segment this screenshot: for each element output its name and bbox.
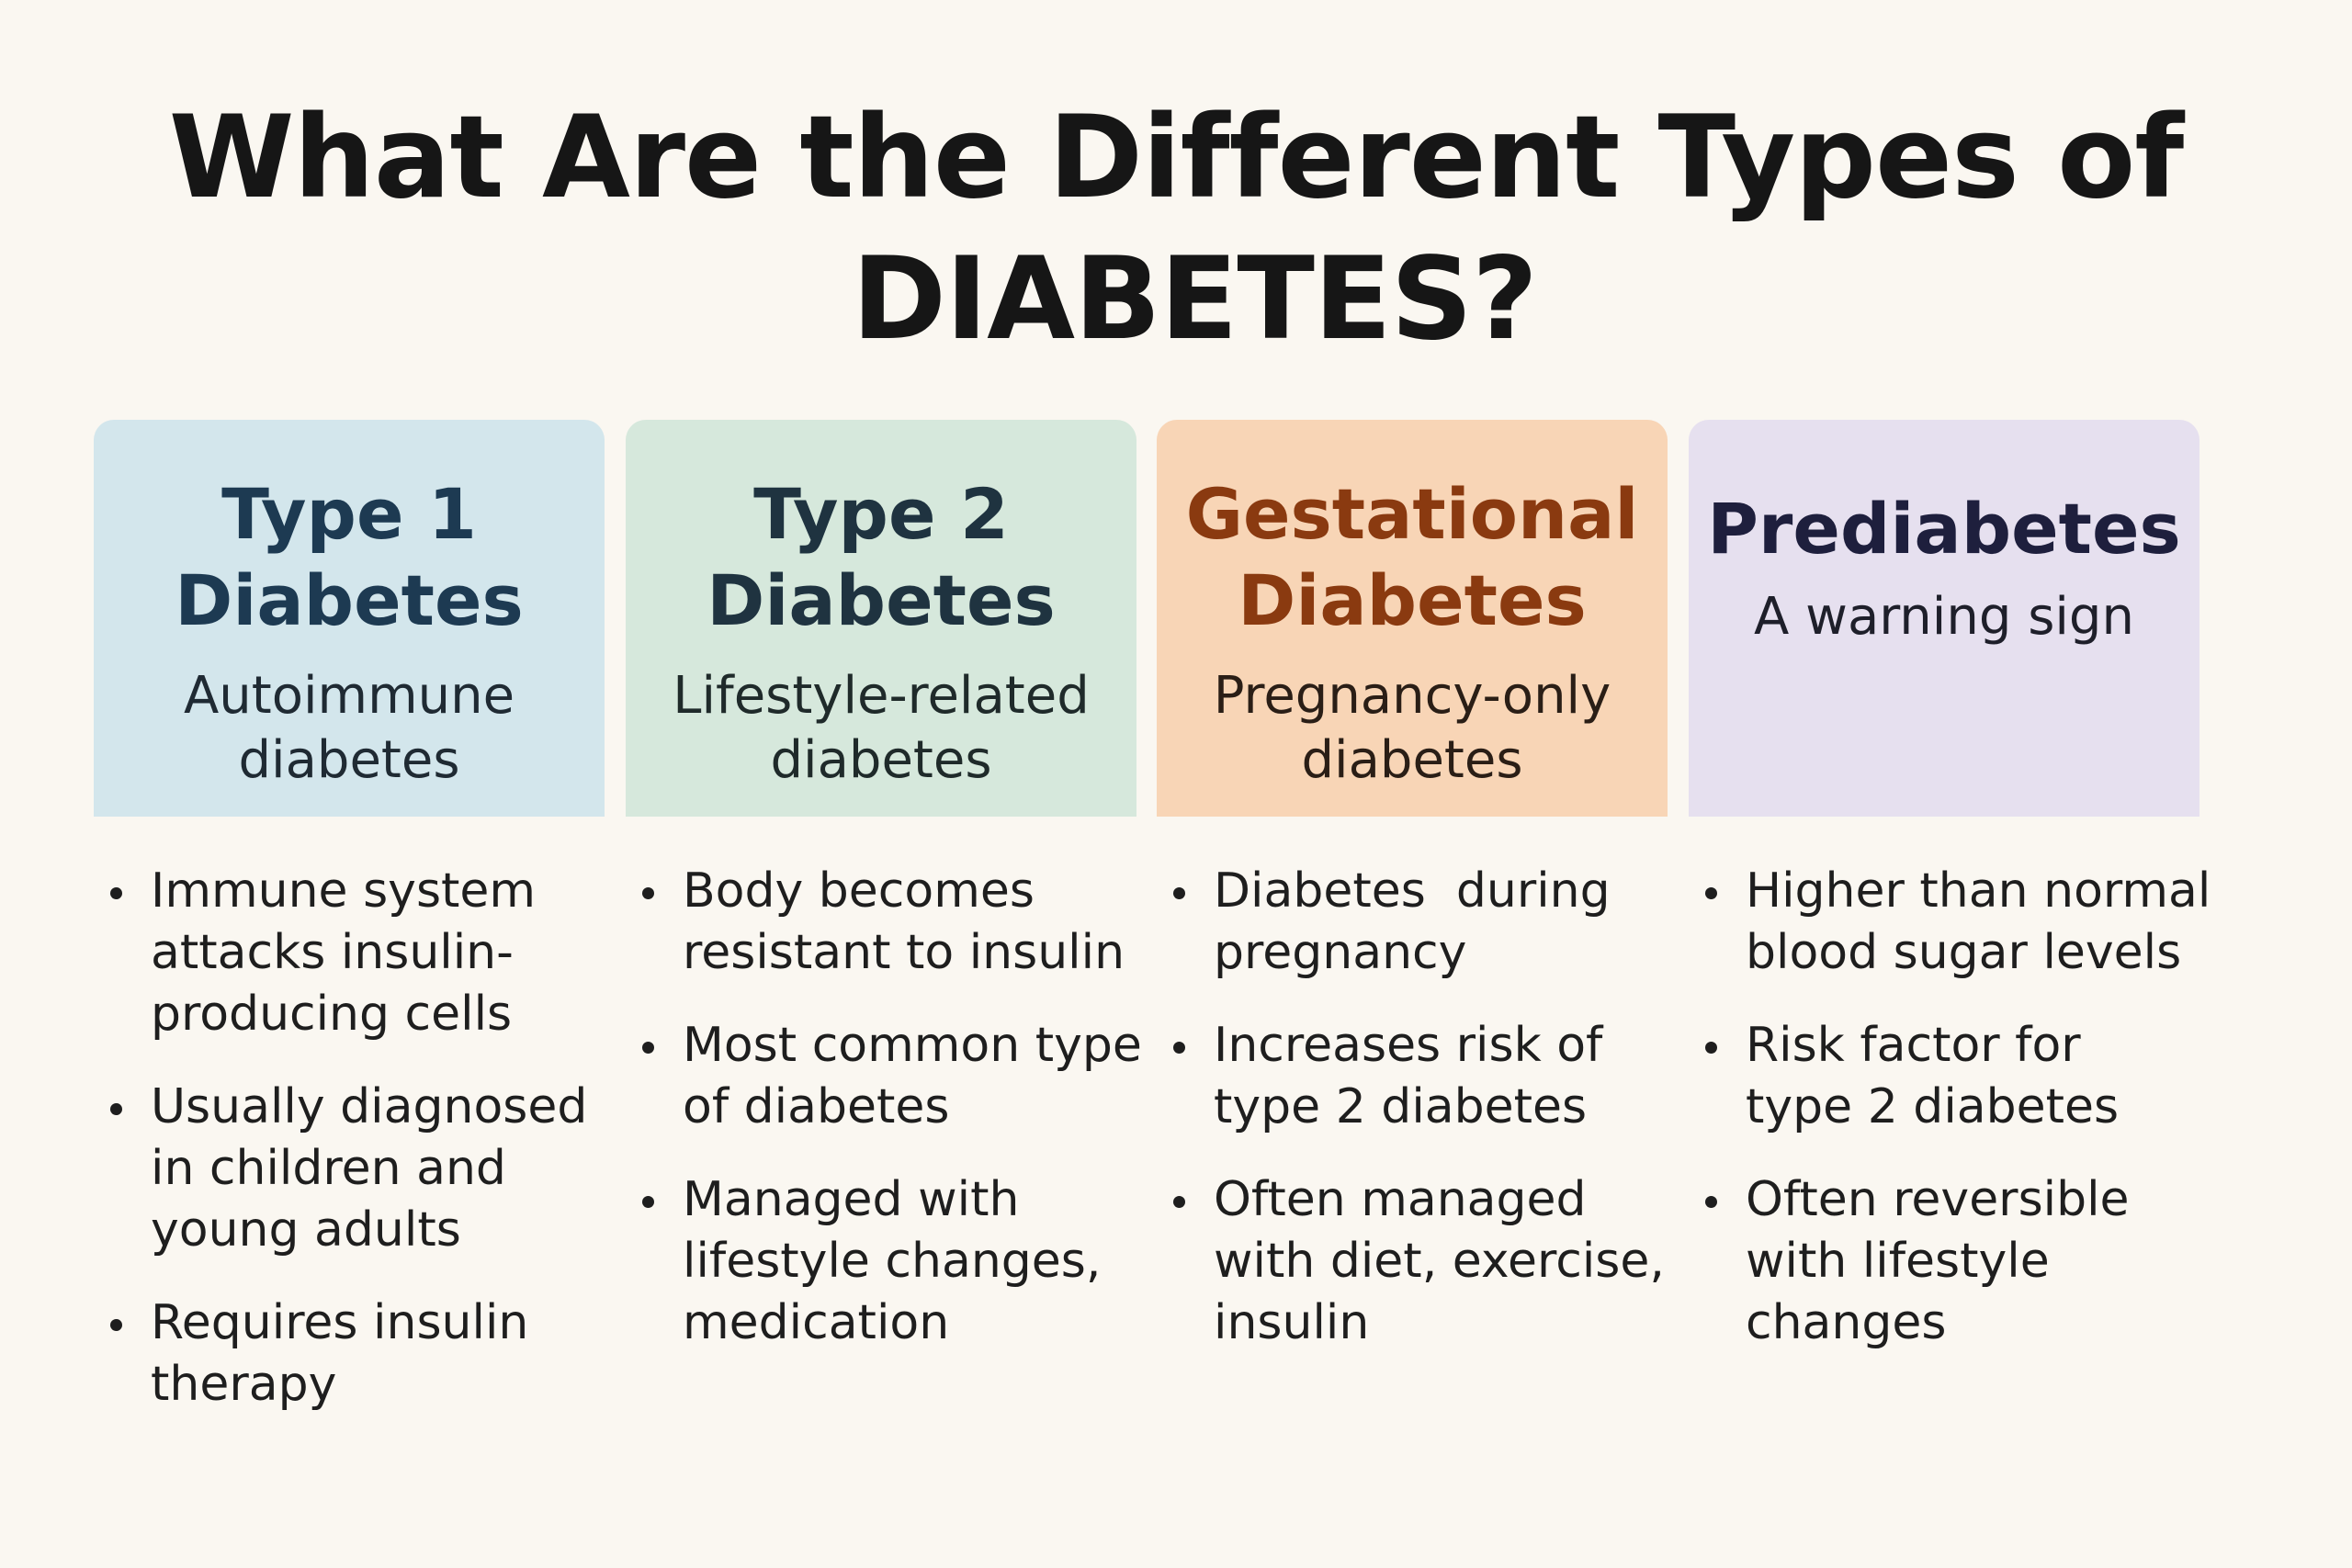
card-subtitle: A warning sign xyxy=(1689,585,2199,649)
bullet-text: medication xyxy=(683,1295,950,1350)
bullet-text: type 2 diabetes xyxy=(1746,1079,2120,1134)
card-subtitle: Autoimmune diabetes xyxy=(94,664,605,793)
bullet-text: in children and xyxy=(151,1141,506,1196)
bullet-dot-icon xyxy=(642,887,654,899)
bullet-item: Risk factor for type 2 diabetes xyxy=(1689,1015,2199,1138)
bullet-dot-icon xyxy=(642,1196,654,1208)
page-title-line-2: DIABETES? xyxy=(852,233,1538,366)
bullet-item: Often reversible with lifestyle changes xyxy=(1689,1169,2199,1354)
card-title-line: Prediabetes xyxy=(1707,488,2181,570)
bullet-list: Diabetes during pregnancy Increases risk… xyxy=(1157,861,1668,1354)
card-title: Type 1 Diabetes xyxy=(94,420,605,644)
card-prediabetes-header: Prediabetes A warning sign xyxy=(1689,420,2199,817)
bullet-text: producing cells xyxy=(151,987,513,1042)
card-subtitle-line: diabetes xyxy=(1301,730,1523,790)
bullet-text: attacks insulin- xyxy=(151,925,514,980)
bullet-item: Immune system attacks insulin- producing… xyxy=(94,861,605,1045)
bullet-item: Usually diagnosed in children and young … xyxy=(94,1077,605,1261)
bullet-text: Requires insulin xyxy=(151,1295,529,1350)
card-subtitle-line: Lifestyle-related xyxy=(673,666,1090,726)
bullet-dot-icon xyxy=(1705,1196,1717,1208)
bullet-dot-icon xyxy=(110,1103,122,1115)
bullet-text: Higher than normal xyxy=(1746,863,2211,919)
bullet-dot-icon xyxy=(1705,887,1717,899)
column-gestational: Gestational Diabetes Pregnancy-only diab… xyxy=(1157,420,1668,1385)
bullet-text: blood sugar levels xyxy=(1746,925,2182,980)
column-prediabetes: Prediabetes A warning sign Higher than n… xyxy=(1689,420,2211,1385)
page-title-line-1: What Are the Different Types of xyxy=(168,92,2184,224)
bullet-dot-icon xyxy=(110,1319,122,1331)
bullet-text: Often managed xyxy=(1214,1172,1587,1227)
card-title-line: Diabetes xyxy=(1238,559,1587,641)
bullet-list: Immune system attacks insulin- producing… xyxy=(94,861,605,1416)
bullet-text: Risk factor for xyxy=(1746,1018,2081,1073)
bullet-text: Diabetes during xyxy=(1214,863,1611,919)
bullet-text: lifestyle changes, xyxy=(683,1234,1102,1289)
card-gestational-header: Gestational Diabetes Pregnancy-only diab… xyxy=(1157,420,1668,817)
card-title-line: Diabetes xyxy=(175,559,524,641)
bullet-text: Usually diagnosed xyxy=(151,1079,588,1134)
card-title: Type 2 Diabetes xyxy=(626,420,1136,644)
card-title-line: Type 2 xyxy=(753,473,1009,555)
bullet-text: pregnancy xyxy=(1214,925,1467,980)
column-type-2: Type 2 Diabetes Lifestyle-related diabet… xyxy=(626,420,1142,1385)
bullet-dot-icon xyxy=(642,1042,654,1054)
bullet-text: with diet, exercise, xyxy=(1214,1234,1665,1289)
bullet-text: type 2 diabetes xyxy=(1214,1079,1588,1134)
card-subtitle-line: diabetes xyxy=(770,730,992,790)
bullet-text: Increases risk of xyxy=(1214,1018,1603,1073)
card-subtitle-line: Autoimmune xyxy=(183,666,515,726)
bullet-dot-icon xyxy=(1705,1042,1717,1054)
bullet-text: Often reversible xyxy=(1746,1172,2130,1227)
bullet-text: Most common type xyxy=(683,1018,1142,1073)
card-title: Prediabetes xyxy=(1689,420,2199,572)
bullet-text: Body becomes xyxy=(683,863,1035,919)
bullet-dot-icon xyxy=(1173,1042,1185,1054)
card-type-1-header: Type 1 Diabetes Autoimmune diabetes xyxy=(94,420,605,817)
bullet-list: Body becomes resistant to insulin Most c… xyxy=(626,861,1142,1354)
bullet-item: Higher than normal blood sugar levels xyxy=(1689,861,2211,984)
bullet-text: resistant to insulin xyxy=(683,925,1125,980)
diabetes-types-columns: Type 1 Diabetes Autoimmune diabetes Immu… xyxy=(94,420,2211,1476)
card-subtitle-line: Pregnancy-only xyxy=(1213,666,1611,726)
bullet-item: Most common type of diabetes xyxy=(626,1015,1142,1138)
card-title-line: Type 1 xyxy=(221,473,477,555)
card-subtitle-line: A warning sign xyxy=(1754,587,2134,647)
page-title: What Are the Different Types of DIABETES… xyxy=(0,87,2352,370)
bullet-text: with lifestyle xyxy=(1746,1234,2050,1289)
bullet-dot-icon xyxy=(1173,1196,1185,1208)
bullet-text: therapy xyxy=(151,1357,337,1412)
bullet-dot-icon xyxy=(110,887,122,899)
bullet-text: Managed with xyxy=(683,1172,1020,1227)
bullet-text: changes xyxy=(1746,1295,1947,1350)
card-title: Gestational Diabetes xyxy=(1157,420,1668,644)
bullet-item: Increases risk of type 2 diabetes xyxy=(1157,1015,1668,1138)
card-title-line: Gestational xyxy=(1185,473,1639,555)
bullet-list: Higher than normal blood sugar levels Ri… xyxy=(1689,861,2211,1354)
card-subtitle-line: diabetes xyxy=(238,730,460,790)
bullet-item: Managed with lifestyle changes, medicati… xyxy=(626,1169,1136,1354)
bullet-text: of diabetes xyxy=(683,1079,950,1134)
card-title-line: Diabetes xyxy=(707,559,1056,641)
bullet-item: Often managed with diet, exercise, insul… xyxy=(1157,1169,1668,1354)
card-type-2-header: Type 2 Diabetes Lifestyle-related diabet… xyxy=(626,420,1136,817)
card-subtitle: Pregnancy-only diabetes xyxy=(1157,664,1668,793)
card-subtitle: Lifestyle-related diabetes xyxy=(626,664,1136,793)
bullet-item: Diabetes during pregnancy xyxy=(1157,861,1668,984)
bullet-item: Requires insulin therapy xyxy=(94,1292,605,1416)
bullet-item: Body becomes resistant to insulin xyxy=(626,861,1136,984)
bullet-text: insulin xyxy=(1214,1295,1370,1350)
bullet-text: young adults xyxy=(151,1202,461,1258)
bullet-dot-icon xyxy=(1173,887,1185,899)
column-type-1: Type 1 Diabetes Autoimmune diabetes Immu… xyxy=(94,420,605,1447)
bullet-text: Immune system xyxy=(151,863,537,919)
